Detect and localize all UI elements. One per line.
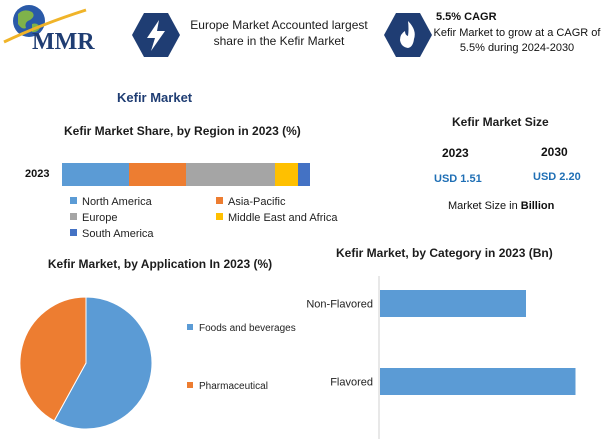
category-bar-1 [380, 368, 576, 395]
cagr-text: Kefir Market to grow at a CAGR of 5.5% d… [433, 27, 601, 54]
category-label-0: Non-Flavored [306, 299, 373, 311]
size-year-2: 2030 [541, 145, 568, 159]
legend-label: North America [82, 196, 152, 208]
size-value-2: USD 2.20 [533, 171, 581, 183]
brand-text: MMR [32, 29, 95, 54]
legend-label: Asia-Pacific [228, 196, 286, 208]
pie-slice-1 [19, 296, 87, 422]
lightning-bolt-icon [132, 13, 180, 57]
region-bar-segment-2 [185, 163, 276, 186]
category-bar-0 [380, 290, 526, 317]
legend-swatch [216, 213, 223, 220]
legend-swatch [187, 324, 193, 330]
category-bar-chart: Non-Flavored Flavored [306, 276, 576, 439]
region-bar-year-label: 2023 [25, 168, 50, 180]
cagr-title: 5.5% CAGR [436, 11, 497, 23]
region-legend-item: Europe [70, 212, 117, 224]
legend-swatch [187, 382, 193, 388]
region-legend-item: North America [70, 196, 152, 208]
region-chart-title: Kefir Market Share, by Region in 2023 (%… [64, 124, 301, 138]
region-bar-segment-4 [297, 163, 310, 186]
pie-legend-item: Pharmaceutical [187, 381, 268, 392]
legend-swatch [70, 197, 77, 204]
category-label-1: Flavored [330, 377, 373, 389]
region-stacked-bar [62, 163, 310, 186]
legend-label: South America [82, 228, 154, 240]
legend-swatch [70, 213, 77, 220]
application-pie-chart [19, 296, 153, 430]
size-unit-label: Market Size in Billion [448, 200, 555, 212]
region-legend-item: South America [70, 228, 154, 240]
application-chart-title: Kefir Market, by Application In 2023 (%) [47, 257, 273, 271]
legend-swatch [70, 229, 77, 236]
legend-swatch [216, 197, 223, 204]
flame-icon [384, 13, 432, 57]
legend-label: Europe [82, 212, 118, 224]
pie-legend-item: Foods and beverages [187, 323, 296, 334]
legend-label: Middle East and Africa [228, 212, 338, 224]
size-value-1: USD 1.51 [434, 173, 482, 185]
region-legend-item: Middle East and Africa [216, 212, 337, 224]
market-size-title: Kefir Market Size [452, 115, 549, 129]
region-bar-segment-3 [275, 163, 298, 186]
size-year-1: 2023 [442, 146, 469, 160]
region-bar-segment-1 [128, 163, 186, 186]
pie-slice-0 [53, 296, 153, 430]
region-legend-item: Asia-Pacific [216, 196, 285, 208]
region-bar-segment-0 [62, 163, 129, 186]
region-legend: North America Asia-Pacific Europe Middle Ea… [70, 196, 370, 246]
europe-info-text: Europe Market Accounted largest share in… [190, 18, 368, 48]
category-chart-title: Kefir Market, by Category in 2023 (Bn) [336, 246, 553, 260]
mmr-logo: MMR [3, 5, 95, 54]
main-title: Kefir Market [117, 90, 193, 105]
